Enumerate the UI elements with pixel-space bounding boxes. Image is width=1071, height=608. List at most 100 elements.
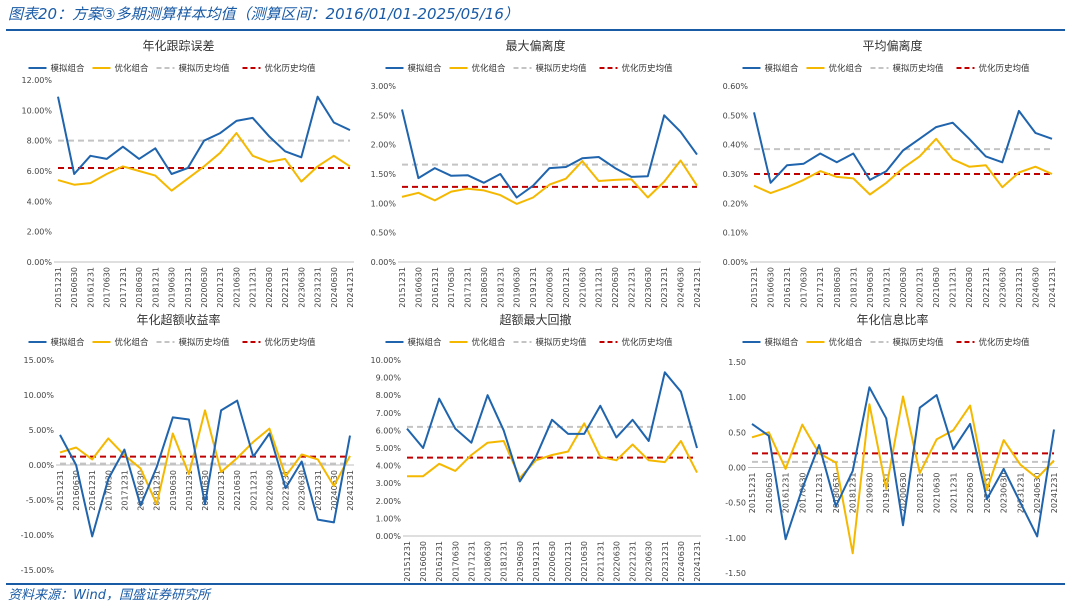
- y-tick-label: -1.50: [725, 569, 746, 578]
- legend-sim-avg-label: 模拟历史均值: [893, 337, 945, 348]
- y-tick-label: 0.00%: [376, 532, 402, 541]
- x-tick-label: 20241231: [693, 267, 702, 308]
- x-tick-label: 20211231: [596, 541, 605, 582]
- legend-opt-avg: 优化历史均值: [242, 337, 316, 348]
- x-tick-label: 20161231: [782, 473, 791, 514]
- legend-sim-avg: 模拟历史均值: [513, 337, 588, 348]
- x-tick-label: 20151231: [748, 473, 757, 514]
- x-tick-label: 20190630: [169, 470, 178, 511]
- x-tick-label: 20171231: [816, 267, 825, 308]
- x-tick-label: 20181231: [500, 541, 509, 582]
- x-tick-label: 20220630: [612, 541, 621, 582]
- legend-sim-avg-label: 模拟历史均值: [536, 337, 588, 348]
- legend-sim-avg: 模拟历史均值: [156, 337, 231, 348]
- x-tick-label: 20180630: [480, 267, 489, 308]
- x-tick-label: 20230630: [645, 541, 654, 582]
- x-tick-label: 20161231: [86, 267, 95, 308]
- y-tick-label: -10.00%: [21, 531, 55, 540]
- y-tick-label: -0.50: [725, 499, 746, 508]
- y-tick-label: 0.00%: [723, 258, 749, 267]
- x-tick-label: 20180630: [135, 267, 144, 308]
- legend-opt: 优化组合: [806, 63, 864, 74]
- x-tick-label: 20220630: [965, 267, 974, 308]
- y-tick-label: 0.60%: [723, 82, 749, 91]
- y-tick-label: -15.00%: [21, 566, 55, 575]
- legend-opt-avg-label: 优化历史均值: [622, 337, 674, 348]
- x-tick-label: 20151231: [54, 267, 63, 308]
- x-tick-label: 20240630: [1033, 473, 1042, 514]
- x-tick-label: 20211231: [249, 470, 258, 511]
- chart-title: 超额最大回撤: [499, 312, 571, 327]
- sim-series-line: [59, 399, 351, 538]
- x-tick-label: 20200630: [200, 267, 209, 308]
- x-tick-label: 20191231: [184, 267, 193, 308]
- x-tick-label: 20200630: [899, 473, 908, 514]
- legend-sim: 模拟组合: [385, 63, 443, 74]
- legend-opt-avg: 优化历史均值: [956, 337, 1030, 348]
- x-tick-label: 20241231: [346, 470, 355, 511]
- x-tick-label: 20240630: [330, 470, 339, 511]
- opt-series-line: [59, 409, 351, 506]
- x-tick-label: 20240630: [1031, 267, 1040, 308]
- legend-sim-label: 模拟组合: [408, 63, 443, 74]
- bottom-divider: [6, 583, 1065, 585]
- y-tick-label: 10.00%: [21, 106, 52, 115]
- legend-opt-avg: 优化历史均值: [599, 63, 674, 74]
- x-tick-label: 20221231: [281, 267, 290, 308]
- y-tick-label: 8.00%: [27, 137, 53, 146]
- y-tick-label: 2.00%: [371, 141, 397, 150]
- y-tick-label: 0.00%: [371, 258, 397, 267]
- x-tick-label: 20180630: [833, 267, 842, 308]
- x-tick-label: 20221231: [282, 470, 291, 511]
- x-tick-label: 20181231: [849, 473, 858, 514]
- y-tick-label: 1.00: [728, 393, 746, 402]
- legend-sim-label: 模拟组合: [765, 63, 800, 74]
- legend-opt-avg-label: 优化历史均值: [979, 63, 1031, 74]
- legend-sim: 模拟组合: [28, 337, 85, 348]
- x-tick-label: 20161231: [435, 541, 444, 582]
- x-tick-label: 20231231: [661, 541, 670, 582]
- legend-sim-label: 模拟组合: [408, 337, 443, 348]
- y-tick-label: 2.00%: [27, 228, 53, 237]
- x-tick-label: 20201231: [216, 267, 225, 308]
- legend-opt: 优化组合: [449, 63, 506, 74]
- legend-opt-label: 优化组合: [115, 63, 150, 74]
- legend-sim: 模拟组合: [385, 337, 443, 348]
- sim-series-line: [751, 386, 1055, 541]
- y-tick-label: 10.00%: [23, 391, 54, 400]
- y-tick-label: 15.00%: [23, 356, 54, 365]
- sim-series-line: [753, 109, 1053, 184]
- x-tick-label: 20190630: [516, 541, 525, 582]
- legend-sim: 模拟组合: [742, 63, 800, 74]
- chart-title: 最大偏离度: [505, 38, 565, 53]
- x-tick-label: 20241231: [1048, 267, 1057, 308]
- legend-opt-label: 优化组合: [829, 63, 864, 74]
- chart-title: 年化跟踪误差: [142, 39, 214, 53]
- x-tick-label: 20191231: [529, 267, 538, 308]
- x-tick-label: 20210630: [233, 470, 242, 511]
- x-tick-label: 20231231: [314, 470, 323, 511]
- sim-series-line: [57, 95, 351, 175]
- y-tick-label: 5.00%: [29, 426, 55, 435]
- x-tick-label: 20230630: [297, 267, 306, 308]
- x-tick-label: 20200630: [899, 267, 908, 308]
- legend-sim-avg-label: 模拟历史均值: [536, 63, 588, 74]
- y-tick-label: 5.00%: [376, 444, 402, 453]
- x-tick-label: 20201231: [916, 473, 925, 514]
- x-tick-label: 20221231: [982, 267, 991, 308]
- legend-sim-avg-label: 模拟历史均值: [179, 337, 231, 348]
- legend-opt-label: 优化组合: [115, 337, 150, 348]
- x-tick-label: 20230630: [998, 267, 1007, 308]
- legend-sim: 模拟组合: [742, 337, 799, 348]
- x-tick-label: 20170630: [451, 541, 460, 582]
- opt-series-line: [407, 422, 698, 479]
- x-tick-label: 20160630: [765, 473, 774, 514]
- x-tick-label: 20220630: [611, 267, 620, 308]
- opt-series-line: [753, 137, 1053, 196]
- legend-opt-avg-label: 优化历史均值: [622, 63, 674, 74]
- legend-opt: 优化组合: [92, 337, 150, 348]
